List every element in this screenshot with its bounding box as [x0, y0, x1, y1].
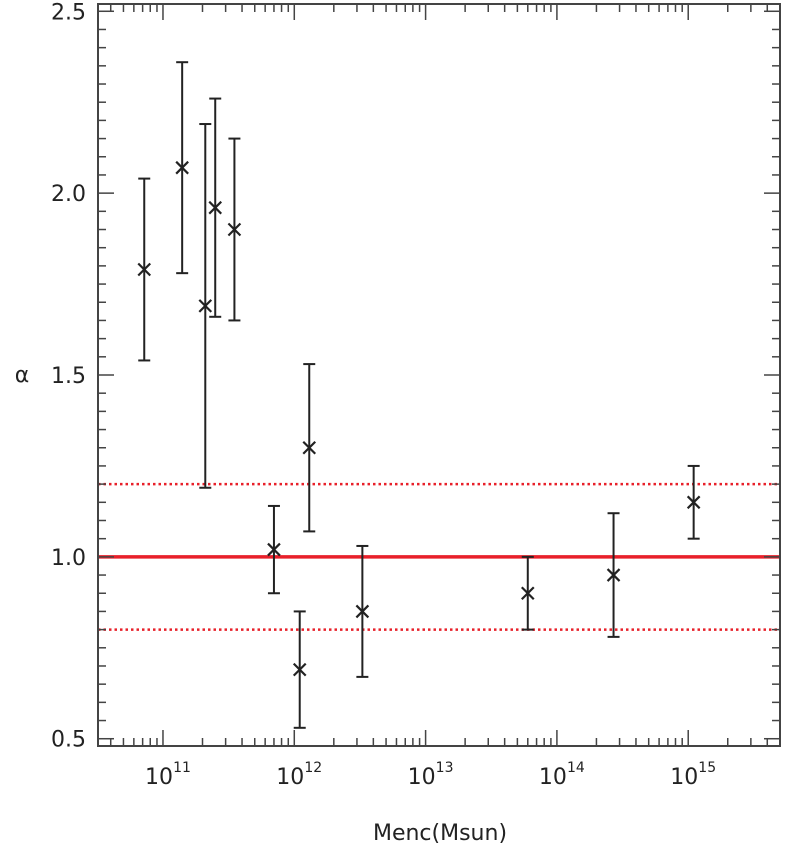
- x-tick-labels: 10 11 10 12 10 13 10 14 10 15: [145, 760, 716, 790]
- data-point-11: [686, 464, 701, 540]
- data-point-8: [355, 544, 370, 678]
- data-point-6: [292, 610, 307, 729]
- x-tick-label: 10: [539, 765, 567, 790]
- data-point-1: [175, 61, 189, 275]
- x-tick-exponent: 15: [698, 760, 716, 776]
- x-tick-exponent: 12: [304, 760, 322, 776]
- x-marker-stroke-b: [227, 222, 242, 237]
- x-tick-label: 10: [145, 765, 173, 790]
- plot-frame: [97, 3, 781, 747]
- x-axis-label: Menc(Msun): [373, 821, 507, 846]
- y-tick-label: 0.5: [51, 728, 86, 753]
- data-point-2: [198, 123, 213, 489]
- y-tick-label: 1.5: [51, 364, 86, 389]
- x-marker-stroke-b: [520, 586, 535, 601]
- y-tick-label: 1.0: [51, 546, 86, 571]
- x-marker-stroke-b: [292, 662, 307, 677]
- y-tick-labels: 0.5 1.0 1.5 2.0 2.5: [51, 0, 86, 752]
- y-axis-label: α: [15, 363, 30, 388]
- data-point-9: [520, 555, 535, 631]
- data-point-4: [227, 137, 242, 322]
- x-marker-stroke-b: [355, 604, 370, 619]
- x-marker-stroke-b: [267, 542, 281, 557]
- x-marker-stroke-b: [686, 495, 701, 510]
- x-tick-exponent: 14: [567, 760, 585, 776]
- data-points: [137, 61, 701, 729]
- y-tick-label: 2.0: [51, 182, 86, 207]
- x-tick-label: 10: [408, 765, 436, 790]
- x-marker-stroke-b: [198, 299, 213, 313]
- x-tick-exponent: 11: [173, 760, 191, 776]
- data-point-7: [302, 363, 317, 533]
- y-tick-label: 2.5: [51, 0, 86, 25]
- x-tick-exponent: 13: [436, 760, 454, 776]
- data-point-3: [208, 97, 223, 318]
- x-marker-stroke-b: [137, 262, 152, 277]
- data-point-0: [137, 177, 152, 362]
- x-tick-label: 10: [276, 765, 304, 790]
- x-marker-stroke-b: [606, 568, 621, 582]
- x-marker-stroke-b: [175, 160, 189, 175]
- data-point-10: [606, 512, 621, 638]
- x-marker-stroke-b: [302, 440, 317, 455]
- reference-lines: [98, 482, 780, 631]
- data-point-5: [267, 504, 281, 595]
- x-marker-stroke-b: [208, 200, 223, 215]
- axis-ticks: [98, 4, 781, 746]
- x-tick-label: 10: [670, 765, 698, 790]
